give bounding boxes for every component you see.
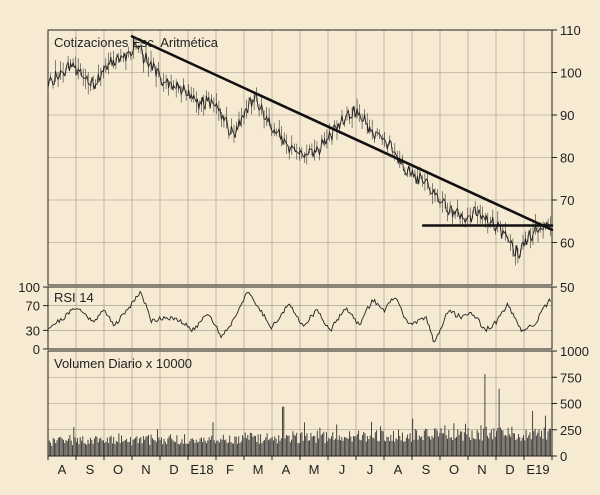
x-tick-label: E18	[190, 462, 213, 477]
rsi-frame	[47, 286, 553, 350]
price-tick-label: 90	[560, 108, 574, 123]
x-tick-label: N	[477, 462, 486, 477]
x-axis: A S O N D E18 F M A M J J A S O N D E19	[47, 456, 553, 477]
price-tick-label: 70	[560, 193, 574, 208]
volume-panel-title: Volumen Diario x 10000	[54, 356, 192, 371]
volume-tick-label: 1000	[560, 344, 589, 359]
rsi-panel-title: RSI 14	[54, 290, 94, 305]
x-tick-label: E19	[526, 462, 549, 477]
x-tick-label: A	[58, 462, 67, 477]
price-panel: 60 70 80 90 100 110	[47, 23, 582, 286]
x-tick-label: S	[422, 462, 431, 477]
x-tick-label: D	[169, 462, 178, 477]
x-tick-label: S	[86, 462, 95, 477]
x-tick-label: J	[339, 462, 346, 477]
price-tick-label: 110	[560, 23, 581, 38]
volume-panel: 0 250 500 750 1000	[47, 344, 589, 464]
rsi-tick-label: 70	[26, 299, 40, 314]
x-tick-label: J	[367, 462, 374, 477]
x-tick-label: D	[505, 462, 514, 477]
price-series	[47, 41, 551, 260]
downtrend-line	[130, 35, 554, 232]
price-frame	[47, 29, 553, 286]
rsi-right-tick-label: 50	[560, 280, 574, 295]
rsi-tick-label: 30	[26, 323, 40, 338]
rsi-tick-label: 100	[18, 280, 40, 295]
price-tick-label: 60	[560, 236, 574, 251]
x-tick-label: M	[309, 462, 320, 477]
volume-tick-label: 0	[560, 449, 567, 464]
rsi-tick-label: 0	[33, 342, 40, 357]
rsi-panel: 0 30 70 100 50	[18, 280, 574, 357]
x-tick-label: A	[282, 462, 291, 477]
volume-tick-label: 750	[560, 370, 582, 385]
rsi-series	[47, 290, 551, 343]
volume-tick-label: 250	[560, 423, 582, 438]
x-tick-label: O	[449, 462, 459, 477]
volume-tick-label: 500	[560, 397, 582, 412]
x-tick-label: A	[394, 462, 403, 477]
x-tick-label: F	[226, 462, 234, 477]
volume-bars	[47, 374, 552, 456]
x-tick-label: M	[253, 462, 264, 477]
price-tick-label: 100	[560, 66, 582, 81]
x-tick-label: N	[141, 462, 150, 477]
x-tick-label: O	[113, 462, 123, 477]
price-panel-title: Cotizaciones Esc. Aritmética	[54, 35, 219, 50]
price-tick-label: 80	[560, 151, 574, 166]
